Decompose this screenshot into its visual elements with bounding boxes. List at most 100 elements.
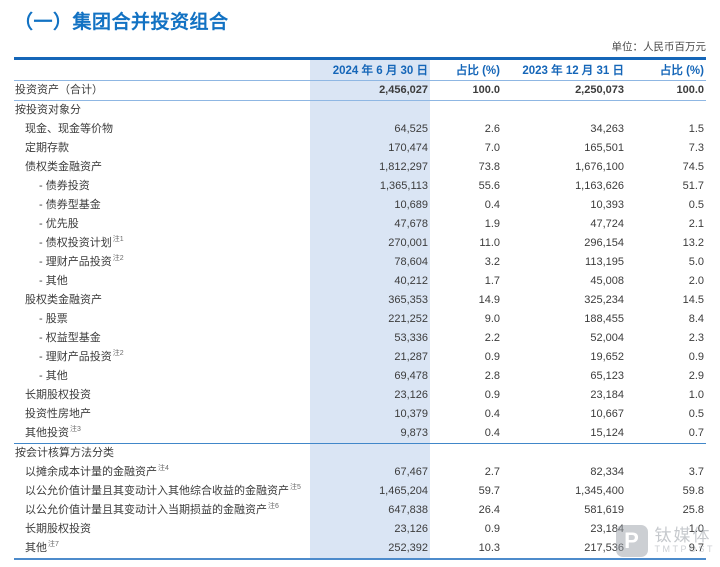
row-label-text: 债权类金融资产 — [25, 161, 102, 173]
cell-2024-pct: 3.2 — [484, 256, 500, 268]
row-label: - 其他 — [14, 367, 310, 386]
row-label: - 权益型基金 — [14, 329, 310, 348]
cell-2024-pct: 10.3 — [430, 539, 502, 560]
cell-2024-pct: 2.8 — [484, 370, 500, 382]
row-label: - 其他 — [14, 272, 310, 291]
cell-2024-pct: 0.9 — [484, 351, 500, 363]
cell-2024-value: 365,353 — [388, 294, 428, 306]
cell-2023-value: 15,124 — [502, 424, 626, 444]
table-row: 定期存款 170,474 7.0 165,501 7.3 — [14, 139, 706, 158]
row-label-text: 其他 — [25, 542, 47, 554]
row-label: 债权类金融资产 — [14, 158, 310, 177]
cell-2023-pct: 0.5 — [688, 199, 704, 211]
row-label-text: 以公允价值计量且其变动计入当期损益的金融资产 — [25, 504, 267, 516]
cell-2023-value: 217,536 — [502, 539, 626, 560]
table-row: 其他投资注3 9,873 0.4 15,124 0.7 — [14, 424, 706, 444]
row-label: 以公允价值计量且其变动计入当期损益的金融资产注6 — [14, 501, 310, 520]
table-row: - 理财产品投资注2 21,287 0.9 19,652 0.9 — [14, 348, 706, 367]
row-label: 投资性房地产 — [14, 405, 310, 424]
table-row: 长期股权投资 23,126 0.9 23,184 1.0 — [14, 520, 706, 539]
cell-2024-pct: 26.4 — [478, 504, 500, 516]
cell-2024-pct: 2.2 — [484, 332, 500, 344]
cell-2023-pct: 2.3 — [688, 332, 704, 344]
cell-2024-pct: 2.6 — [484, 123, 500, 135]
row-label-text: 投资资产（合计） — [15, 84, 103, 96]
cell-2024-value: 270,001 — [388, 237, 428, 249]
cell-2024-value: 64,525 — [394, 123, 428, 135]
cell-2023-value: 296,154 — [584, 237, 624, 249]
row-label-text: - 权益型基金 — [39, 332, 101, 344]
row-label-text: 其他投资 — [25, 427, 69, 439]
row-label: 其他注7 — [14, 539, 310, 560]
table-row: - 债权投资计划注1 270,001 11.0 296,154 13.2 — [14, 234, 706, 253]
row-label: - 债券型基金 — [14, 196, 310, 215]
cell-2024-pct: 0.4 — [484, 408, 500, 420]
cell-2024-pct: 0.9 — [484, 389, 500, 401]
row-footnote-marker: 注2 — [112, 350, 124, 358]
cell-2024-value: 1,465,204 — [379, 485, 428, 497]
cell-2023-value: 23,184 — [590, 389, 624, 401]
row-label: 按会计核算方法分类 — [14, 444, 310, 464]
table-row: - 债券型基金 10,689 0.4 10,393 0.5 — [14, 196, 706, 215]
table-row: - 债券投资 1,365,113 55.6 1,163,626 51.7 — [14, 177, 706, 196]
row-label-text: 现金、现金等价物 — [25, 123, 113, 135]
cell-2023-value: 1,345,400 — [575, 485, 624, 497]
investment-portfolio-table: 2024 年 6 月 30 日 占比 (%) 2023 年 12 月 31 日 … — [14, 57, 706, 560]
cell-2023-pct: 5.0 — [688, 256, 704, 268]
cell-2024-pct: 11.0 — [479, 237, 500, 249]
table-row: - 优先股 47,678 1.9 47,724 2.1 — [14, 215, 706, 234]
row-footnote-marker: 注4 — [158, 465, 169, 473]
cell-2024-value: 252,392 — [310, 539, 430, 560]
cell-2023-pct — [626, 444, 706, 464]
row-label: 长期股权投资 — [14, 520, 310, 539]
cell-2023-pct: 0.5 — [688, 408, 704, 420]
cell-2023-pct: 2.9 — [688, 370, 704, 382]
row-label-text: 以摊余成本计量的金融资产 — [25, 466, 157, 478]
table-row: 按会计核算方法分类 — [14, 444, 706, 464]
cell-2023-pct: 0.9 — [688, 351, 704, 363]
page-title: （一）集团合并投资组合 — [14, 12, 229, 33]
cell-2023-value: 325,234 — [584, 294, 624, 306]
row-label-text: 投资性房地产 — [25, 408, 91, 420]
table-row: 股权类金融资产 365,353 14.9 325,234 14.5 — [14, 291, 706, 310]
table-row: 其他注7 252,392 10.3 217,536 9.7 — [14, 539, 706, 560]
cell-2023-value: 23,184 — [590, 523, 624, 535]
table-row: - 权益型基金 53,336 2.2 52,004 2.3 — [14, 329, 706, 348]
cell-2023-value: 82,334 — [590, 466, 624, 478]
cell-2024-value: 23,126 — [394, 389, 428, 401]
header-date-2024: 2024 年 6 月 30 日 — [310, 57, 430, 81]
cell-2024-value — [310, 101, 430, 121]
row-label: 以摊余成本计量的金融资产注4 — [14, 463, 310, 482]
table-row: - 理财产品投资注2 78,604 3.2 113,195 5.0 — [14, 253, 706, 272]
cell-2023-pct: 25.8 — [682, 504, 704, 516]
cell-2023-value: 65,123 — [590, 370, 624, 382]
cell-2023-pct: 13.2 — [682, 237, 704, 249]
table-header-row: 2024 年 6 月 30 日 占比 (%) 2023 年 12 月 31 日 … — [14, 57, 706, 81]
table-row: 长期股权投资 23,126 0.9 23,184 1.0 — [14, 386, 706, 405]
cell-2024-pct: 59.7 — [478, 485, 500, 497]
cell-2023-pct: 7.3 — [688, 142, 704, 154]
row-label: 按投资对象分 — [14, 101, 310, 121]
row-label: 以公允价值计量且其变动计入其他综合收益的金融资产注5 — [14, 482, 310, 501]
cell-2023-pct: 1.0 — [688, 389, 704, 401]
unit-note: 单位：人民币百万元 — [611, 41, 707, 53]
cell-2023-pct: 100.0 — [626, 80, 706, 101]
cell-2023-pct: 9.7 — [626, 539, 706, 560]
row-label-text: 以公允价值计量且其变动计入其他综合收益的金融资产 — [25, 485, 289, 497]
cell-2023-pct: 1.0 — [688, 523, 704, 535]
table-row: - 股票 221,252 9.0 188,455 8.4 — [14, 310, 706, 329]
cell-2024-value: 10,689 — [394, 199, 428, 211]
row-label-text: - 债券型基金 — [39, 199, 101, 211]
cell-2024-pct: 14.9 — [478, 294, 500, 306]
cell-2023-pct: 59.8 — [682, 485, 704, 497]
cell-2023-pct: 1.5 — [688, 123, 704, 135]
cell-2023-value: 188,455 — [584, 313, 624, 325]
header-date-2023: 2023 年 12 月 31 日 — [502, 57, 626, 81]
table-row: 现金、现金等价物 64,525 2.6 34,263 1.5 — [14, 120, 706, 139]
cell-2023-value: 10,667 — [590, 408, 624, 420]
row-label: - 优先股 — [14, 215, 310, 234]
cell-2024-value: 170,474 — [388, 142, 428, 154]
row-footnote-marker: 注7 — [48, 541, 59, 549]
row-label-text: - 优先股 — [39, 218, 79, 230]
row-footnote-marker: 注2 — [112, 255, 124, 263]
